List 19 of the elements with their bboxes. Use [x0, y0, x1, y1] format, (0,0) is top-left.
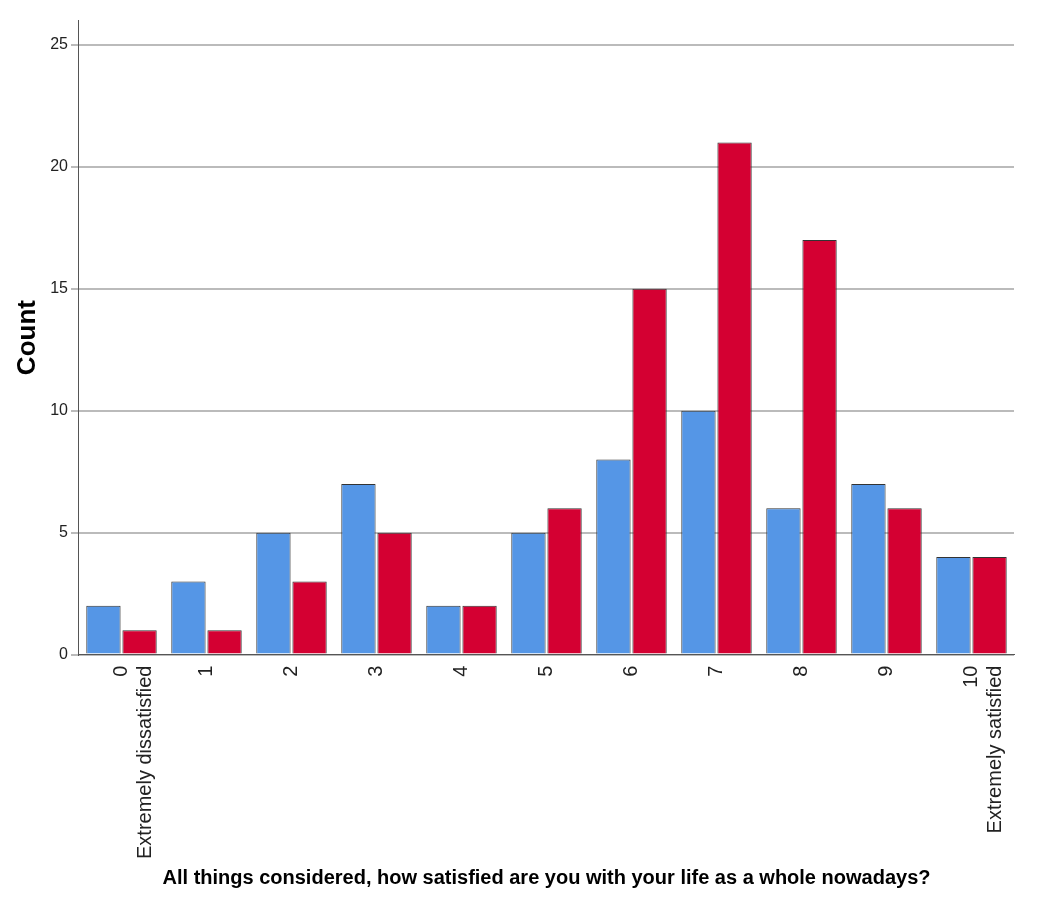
- x-tick-label: 2: [279, 665, 302, 677]
- x-tick-label: 7: [704, 665, 727, 677]
- y-tick-label: 0: [59, 645, 69, 663]
- x-axis-title: All things considered, how satisfied are you with your life as a whole nowadays?: [162, 865, 931, 888]
- y-tick-label: 10: [50, 401, 69, 419]
- y-axis-title: Count: [10, 299, 41, 376]
- x-tick-label: 1: [194, 665, 217, 677]
- x-tick-label: 9: [874, 665, 897, 677]
- x-tick-label: 6: [619, 665, 642, 677]
- x-tick-label: 10 Extremely satisfied: [959, 665, 1006, 834]
- x-tick-label: 8: [789, 665, 812, 677]
- x-tick-label: 0 Extremely dissatisfied: [109, 665, 156, 860]
- x-tick-label: 5: [534, 665, 557, 677]
- y-tick-label: 15: [50, 279, 69, 297]
- x-tick-label: 4: [449, 665, 472, 677]
- y-tick-label: 5: [59, 523, 69, 541]
- y-tick-label: 20: [50, 157, 69, 175]
- x-tick-label: 3: [364, 665, 387, 677]
- y-tick-label: 25: [50, 35, 69, 53]
